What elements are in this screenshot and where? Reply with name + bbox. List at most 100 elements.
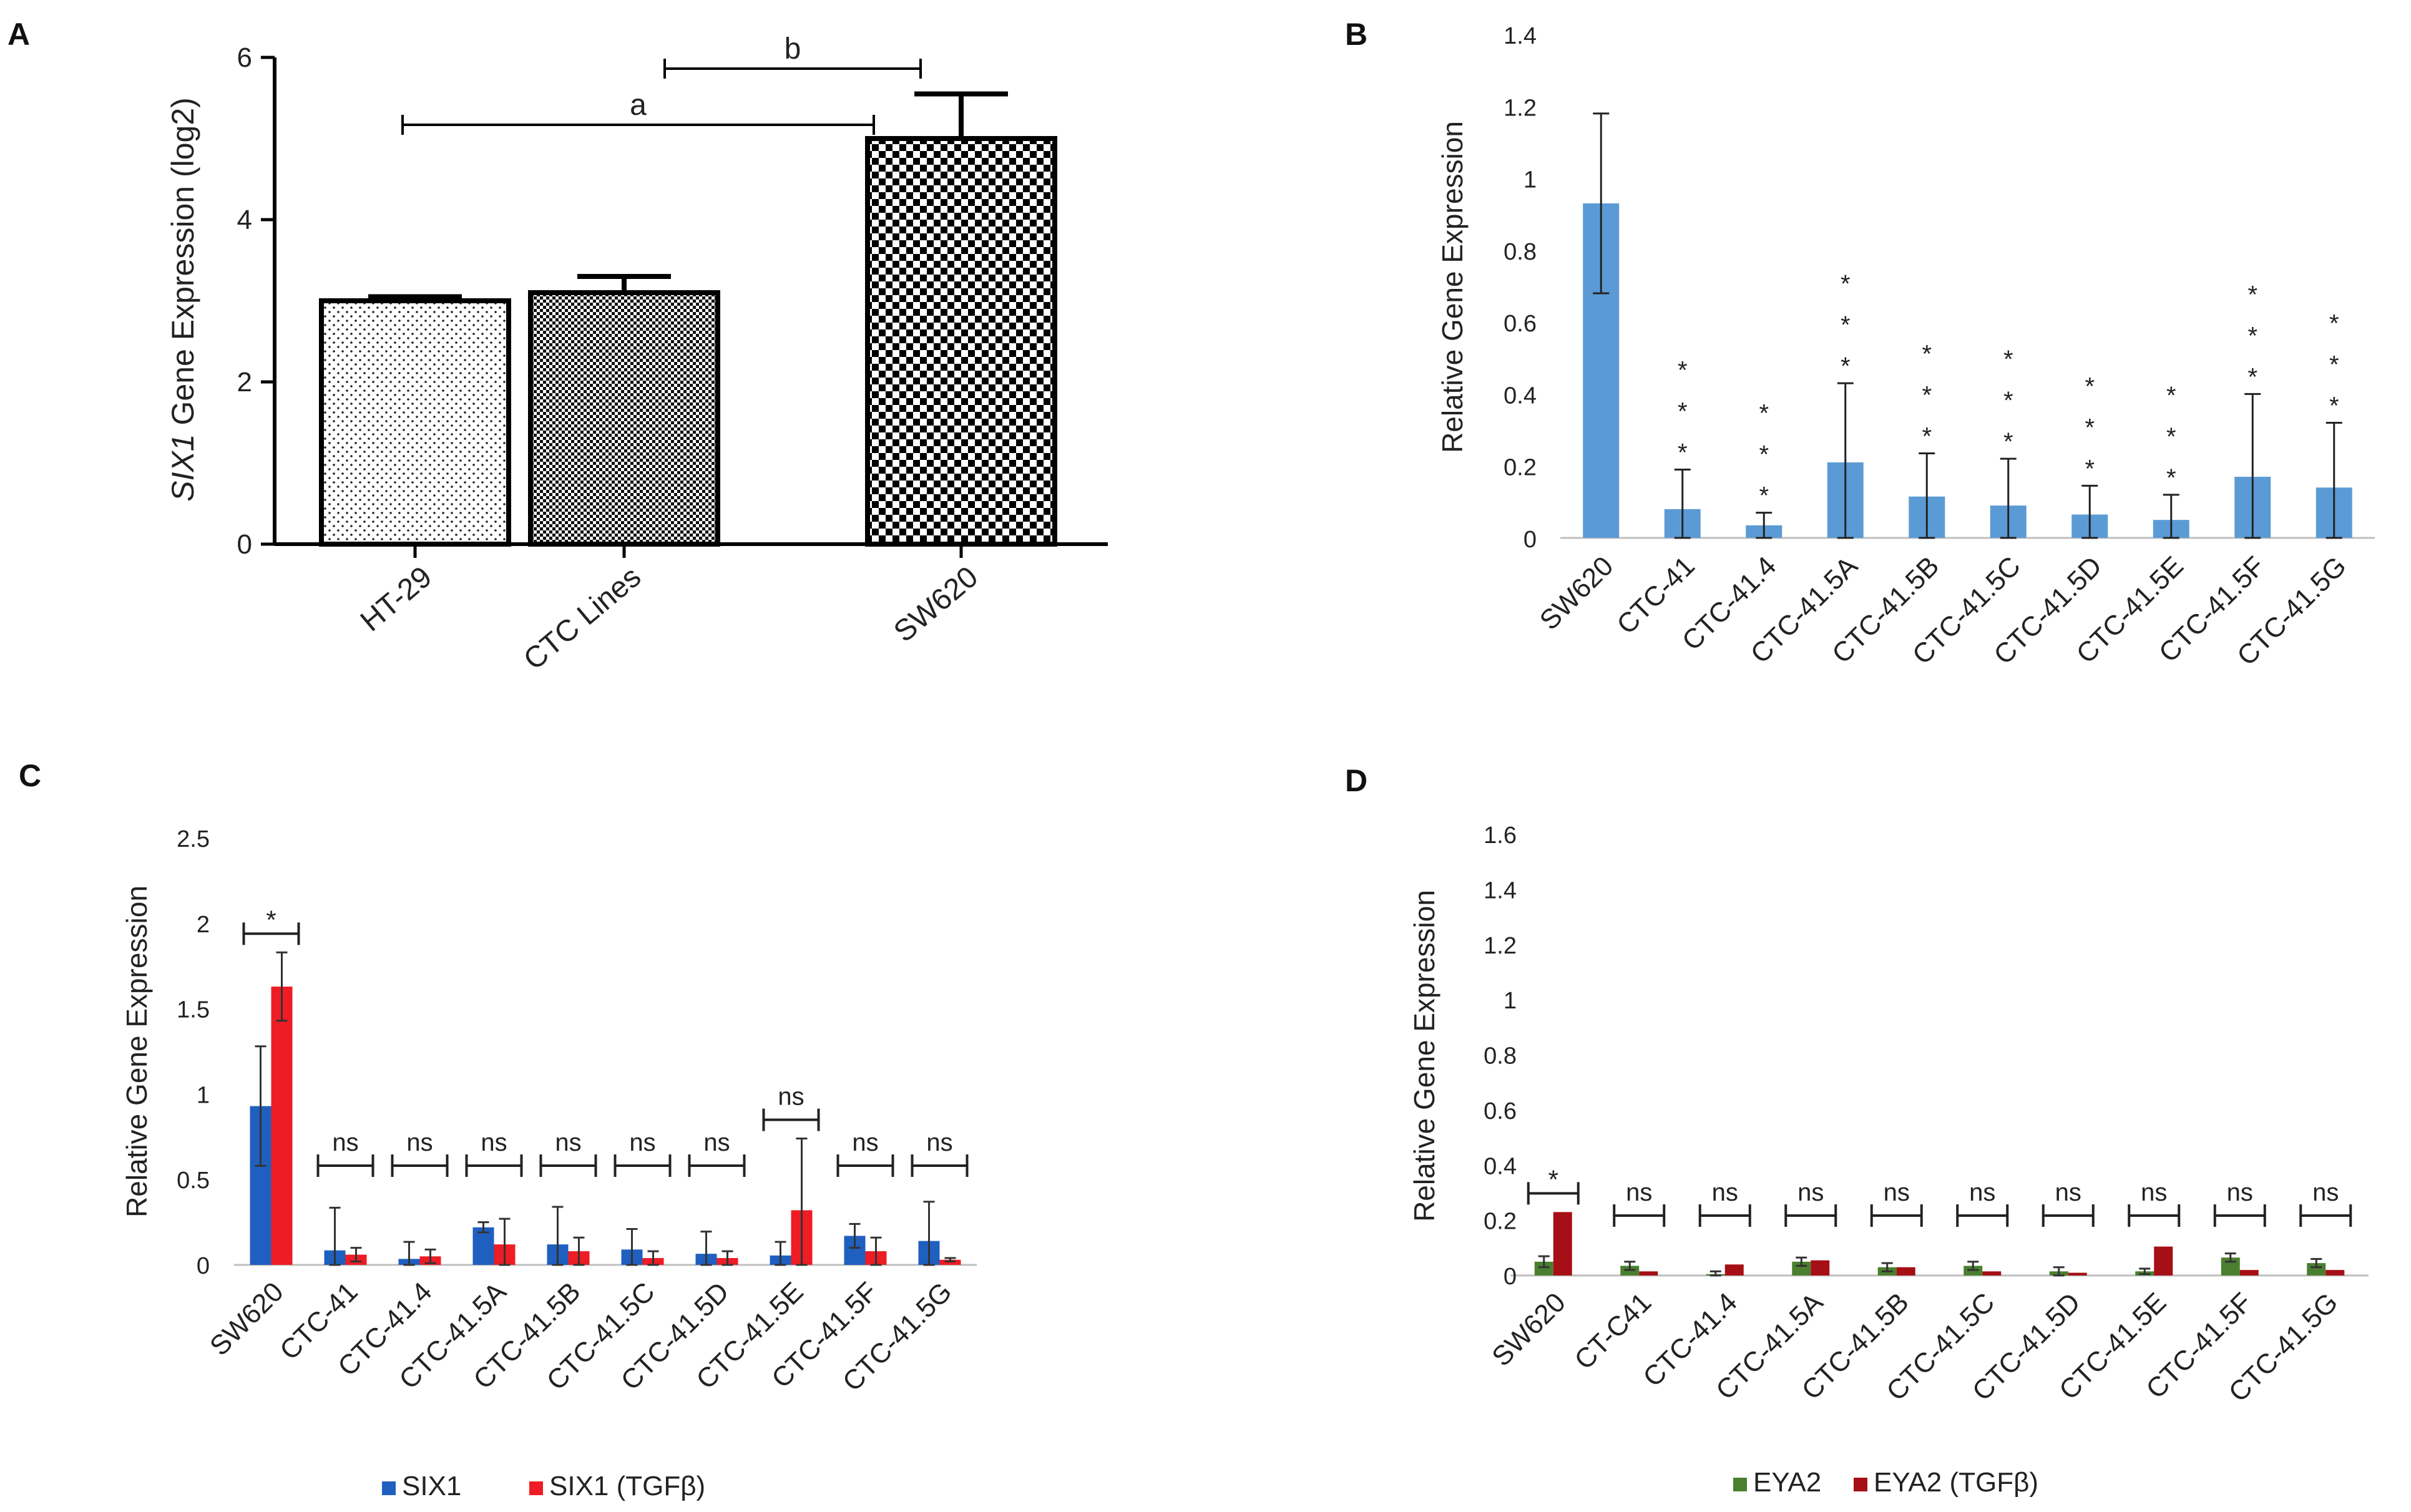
d-sig-label: ns	[1969, 1179, 1995, 1206]
a-bar-sw620	[865, 136, 1057, 547]
c-y-tick-label: 0.5	[177, 1168, 210, 1194]
d-bar-tgfb	[2068, 1272, 2087, 1275]
chart-c: 00.511.522.5*SW620nsCTC-41nsCTC-41.4nsCT…	[120, 826, 977, 1501]
d-y-tick-label: 1.6	[1484, 822, 1517, 849]
c-y-tick-label: 0	[197, 1253, 210, 1279]
b-sig-star: *	[1678, 398, 1688, 425]
d-y-tick-label: 1	[1504, 988, 1517, 1014]
d-x-tick-label: CT-C41	[1568, 1287, 1657, 1375]
b-sig-star: *	[2166, 464, 2176, 492]
b-sig-star: *	[1922, 423, 1932, 451]
c-sig-label: ns	[629, 1129, 655, 1156]
c-sig-label: ns	[778, 1083, 804, 1111]
c-legend-swatch	[382, 1481, 396, 1495]
d-legend-label: EYA2	[1753, 1467, 1821, 1498]
d-y-tick-label: 1.4	[1484, 877, 1517, 904]
d-legend-swatch	[1854, 1478, 1867, 1491]
panel-label-a: A	[7, 17, 30, 52]
panel-label-c: C	[19, 758, 41, 793]
a-bar-ht-29	[319, 298, 511, 547]
b-y-tick-label: 0.4	[1504, 383, 1537, 409]
d-sig-label: ns	[1626, 1179, 1652, 1206]
b-y-tick-label: 1.4	[1504, 23, 1537, 49]
d-sig-label: ns	[2141, 1179, 2167, 1206]
b-sig-star: *	[1678, 439, 1688, 466]
d-y-tick-label: 0.4	[1484, 1153, 1517, 1179]
b-sig-star: *	[1759, 482, 1769, 510]
d-x-tick-label: SW620	[1486, 1287, 1572, 1372]
b-sig-star: *	[1841, 353, 1851, 380]
a-y-tick-label: 0	[237, 529, 252, 560]
a-x-tick-label: CTC Lines	[517, 560, 647, 676]
d-bar-tgfb	[2325, 1270, 2345, 1275]
b-y-tick-label: 1	[1523, 167, 1537, 193]
d-sig-label: *	[1548, 1164, 1558, 1194]
c-legend-label: SIX1 (TGFβ)	[549, 1471, 705, 1501]
b-y-tick-label: 0.6	[1504, 311, 1537, 337]
c-bar-control	[472, 1227, 494, 1265]
d-y-tick-label: 0	[1504, 1264, 1517, 1290]
b-sig-star: *	[2085, 414, 2095, 441]
c-sig-label: ns	[332, 1129, 358, 1156]
c-y-tick-label: 2	[197, 912, 210, 938]
chart-b: 00.20.40.60.811.21.4SW620***CTC-41***CTC…	[1436, 23, 2375, 671]
c-sig-label: ns	[481, 1129, 507, 1156]
c-sig-label: *	[266, 905, 276, 934]
a-y-axis-label-gene: SIX1	[165, 434, 200, 501]
b-sig-star: *	[2166, 382, 2176, 409]
b-y-tick-label: 0	[1523, 527, 1537, 553]
c-y-tick-label: 1.5	[177, 997, 210, 1023]
b-y-axis-label: Relative Gene Expression	[1436, 121, 1469, 453]
d-sig-label: ns	[2227, 1179, 2253, 1206]
d-bar-tgfb	[1811, 1260, 1830, 1275]
b-sig-star: *	[2247, 281, 2257, 308]
a-sig-label: b	[785, 32, 801, 66]
d-bar-tgfb	[1553, 1212, 1572, 1275]
c-x-tick-label: SW620	[204, 1276, 290, 1362]
d-y-axis-label: Relative Gene Expression	[1408, 890, 1440, 1222]
b-x-tick-label: SW620	[1534, 550, 1620, 636]
b-sig-star: *	[2003, 387, 2013, 414]
chart-a: 0 2 4 6 HT-29 CTC Lines SW620 a b SIX1 Gene Expre…	[165, 32, 1108, 676]
b-y-tick-label: 0.2	[1504, 455, 1537, 481]
panel-label-d: D	[1345, 763, 1367, 798]
d-sig-label: ns	[2055, 1179, 2081, 1206]
c-sig-label: ns	[852, 1129, 878, 1156]
c-legend-swatch	[529, 1481, 543, 1495]
d-y-tick-label: 0.6	[1484, 1098, 1517, 1124]
d-bar-tgfb	[1896, 1267, 1915, 1275]
d-sig-label: ns	[1712, 1179, 1738, 1206]
d-bar-control	[1534, 1261, 1553, 1275]
d-bar-tgfb	[1982, 1271, 2002, 1275]
panel-label-b: B	[1345, 17, 1367, 52]
a-x-tick-label: HT-29	[355, 560, 438, 638]
b-sig-star: *	[2085, 455, 2095, 482]
d-sig-label: ns	[2312, 1179, 2339, 1206]
a-y-tick-label: 2	[237, 367, 252, 398]
d-bar-tgfb	[2154, 1246, 2173, 1275]
d-bar-tgfb	[1724, 1264, 1744, 1275]
b-sig-star: *	[2085, 373, 2095, 400]
b-sig-star: *	[1759, 400, 1769, 427]
a-bar-ctc-lines	[528, 290, 720, 547]
c-sig-label: ns	[406, 1129, 433, 1156]
c-sig-label: ns	[926, 1129, 952, 1156]
d-legend-label: EYA2 (TGFβ)	[1874, 1467, 2038, 1498]
c-sig-label: ns	[703, 1129, 730, 1156]
d-y-tick-label: 0.2	[1484, 1209, 1517, 1235]
b-sig-star: *	[1841, 311, 1851, 339]
b-y-tick-label: 0.8	[1504, 239, 1537, 265]
d-sig-label: ns	[1884, 1179, 1910, 1206]
b-sig-star: *	[2003, 428, 2013, 456]
c-legend-label: SIX1	[402, 1471, 461, 1501]
a-sig-label: a	[630, 89, 647, 122]
b-sig-star: *	[1922, 341, 1932, 368]
chart-d: 00.20.40.60.811.21.41.6*SW620nsCT-C41nsC…	[1408, 822, 2369, 1498]
b-y-tick-label: 1.2	[1504, 95, 1537, 121]
b-sig-star: *	[2247, 322, 2257, 349]
d-bar-tgfb	[1639, 1271, 1658, 1275]
b-sig-star: *	[2329, 351, 2339, 379]
d-y-tick-label: 1.2	[1484, 933, 1517, 959]
b-sig-star: *	[2329, 393, 2339, 420]
